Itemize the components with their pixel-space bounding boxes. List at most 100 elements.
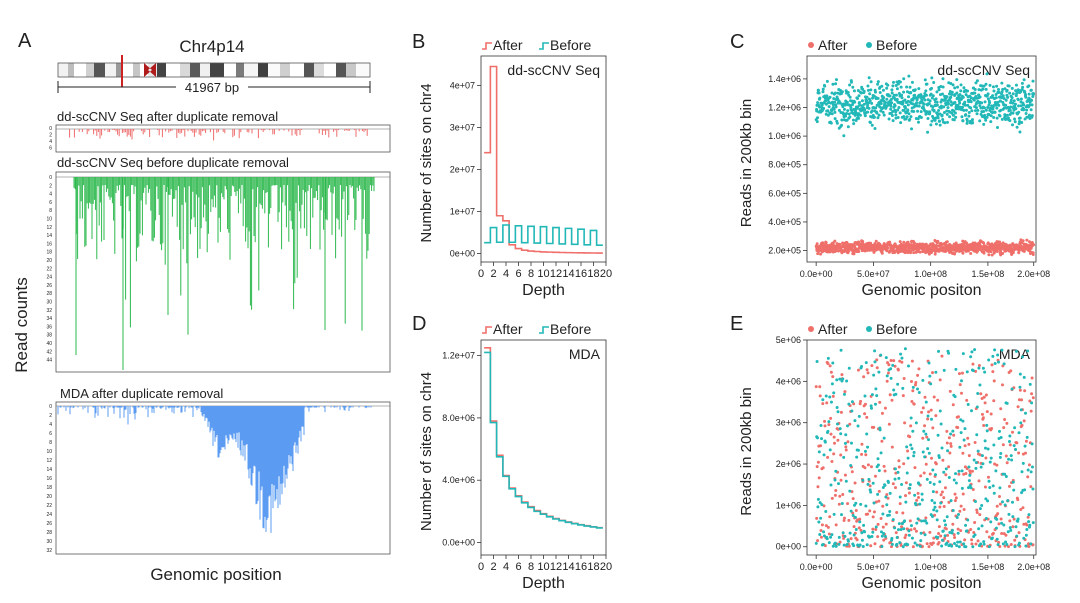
data-point-after <box>893 364 897 368</box>
data-point-after <box>824 241 828 245</box>
data-point-before <box>858 113 862 117</box>
data-point-before <box>984 82 988 86</box>
data-point-after <box>924 462 928 466</box>
data-point-before <box>1013 426 1017 430</box>
data-point-before <box>866 104 870 108</box>
data-point-after <box>928 472 932 476</box>
data-point-before <box>907 533 911 537</box>
data-point-before <box>852 89 856 93</box>
data-point-before <box>927 102 931 106</box>
data-point-before <box>882 436 886 440</box>
data-point-before <box>907 95 911 99</box>
data-point-before <box>835 78 839 82</box>
data-point-before <box>867 106 871 110</box>
data-point-before <box>993 110 997 114</box>
data-point-before <box>981 462 985 466</box>
data-point-after <box>916 373 920 377</box>
data-point-after <box>901 394 905 398</box>
data-point-before <box>967 479 971 483</box>
data-point-after <box>909 424 913 428</box>
data-point-before <box>1003 472 1007 476</box>
data-point-after <box>1027 544 1031 548</box>
track-tick-label: 16 <box>46 476 52 482</box>
data-point-before <box>936 116 940 120</box>
data-point-before <box>869 80 873 84</box>
data-point-before <box>881 512 885 516</box>
x-tick-label: 12 <box>550 268 562 280</box>
data-point-before <box>833 478 837 482</box>
data-point-before <box>1011 111 1015 115</box>
data-point-after <box>936 239 940 243</box>
data-point-before <box>912 454 916 458</box>
data-point-before <box>868 121 872 125</box>
data-point-before <box>832 97 836 101</box>
data-point-after <box>941 458 945 462</box>
data-point-before <box>858 103 862 107</box>
data-point-before <box>840 123 844 127</box>
legend-swatch <box>808 326 814 332</box>
series-line-after <box>484 346 603 529</box>
data-point-before <box>978 104 982 108</box>
data-point-after <box>971 362 975 366</box>
data-point-after <box>826 525 830 529</box>
track-tick-label: 0 <box>49 404 52 410</box>
x-tick-label: 1.0e+08 <box>914 269 947 279</box>
data-point-after <box>942 505 946 509</box>
data-point-before <box>959 89 963 93</box>
data-point-before <box>1013 117 1017 121</box>
data-point-after <box>995 250 999 254</box>
data-point-after <box>892 359 896 363</box>
track-tick-label: 12 <box>46 458 52 464</box>
data-point-before <box>1029 88 1033 92</box>
data-point-before <box>881 486 885 490</box>
data-point-before <box>989 120 993 124</box>
data-point-before <box>857 100 861 104</box>
data-point-before <box>996 100 1000 104</box>
data-point-before <box>872 115 876 119</box>
data-point-before <box>997 103 1001 107</box>
data-point-before <box>821 398 825 402</box>
data-point-after <box>977 479 981 483</box>
data-point-after <box>852 252 856 256</box>
data-point-before <box>937 109 941 113</box>
data-point-before <box>1019 90 1023 94</box>
data-point-before <box>919 531 923 535</box>
data-point-after <box>1001 443 1005 447</box>
data-point-before <box>1008 434 1012 438</box>
x-axis-label: Genomic positon <box>861 282 981 299</box>
data-point-before <box>953 542 957 546</box>
ideogram-band <box>258 63 268 77</box>
data-point-before <box>944 467 948 471</box>
data-point-before <box>958 101 962 105</box>
data-point-after <box>903 421 907 425</box>
data-point-before <box>853 515 857 519</box>
data-point-before <box>933 118 937 122</box>
legend-label: After <box>493 321 523 337</box>
ideogram-band <box>290 63 304 77</box>
data-point-before <box>989 520 993 524</box>
data-point-before <box>1024 112 1028 116</box>
data-point-after <box>940 490 944 494</box>
data-point-after <box>989 250 993 254</box>
ideogram-band <box>324 63 336 77</box>
data-point-before <box>956 513 960 517</box>
data-point-after <box>882 464 886 468</box>
data-point-before <box>881 110 885 114</box>
data-point-before <box>993 348 997 352</box>
data-point-before <box>823 440 827 444</box>
data-point-before <box>951 508 955 512</box>
data-point-after <box>992 399 996 403</box>
data-point-before <box>1016 88 1020 92</box>
data-point-after <box>968 469 972 473</box>
data-point-before <box>1019 104 1023 108</box>
data-point-before <box>939 84 943 88</box>
data-point-before <box>907 529 911 533</box>
data-point-after <box>993 462 997 466</box>
data-point-after <box>851 511 855 515</box>
data-point-after <box>936 398 940 402</box>
data-point-before <box>939 422 943 426</box>
data-point-before <box>955 515 959 519</box>
data-point-before <box>835 378 839 382</box>
data-point-after <box>871 527 875 531</box>
data-point-before <box>841 105 845 109</box>
